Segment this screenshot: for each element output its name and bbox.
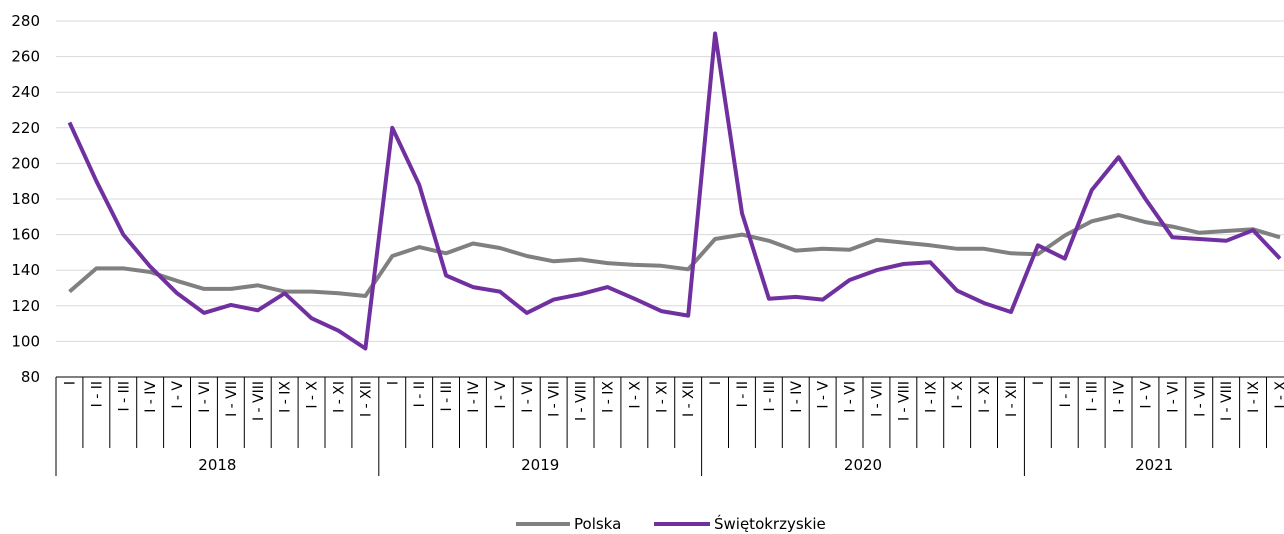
year-label: 2018 (198, 456, 236, 474)
month-label: I - IV (143, 381, 159, 413)
month-label: I - V (816, 381, 832, 409)
month-label: I - II (412, 381, 428, 407)
month-label: I - VIII (1219, 381, 1235, 421)
y-tick-label: 220 (11, 119, 40, 137)
y-tick-label: 160 (11, 226, 40, 244)
series-lines (67, 31, 1282, 351)
month-label: I - VI (843, 381, 859, 413)
month-label: I - II (89, 381, 105, 407)
month-label: I - XI (654, 381, 670, 413)
month-label: I - VIII (251, 381, 267, 421)
y-tick-label: 180 (11, 190, 40, 208)
month-label: I - IV (789, 381, 805, 413)
month-label: I - X (627, 381, 643, 409)
month-label: I - II (735, 381, 751, 407)
month-label: I - VII (1192, 381, 1208, 417)
month-label: I - III (1085, 381, 1101, 411)
month-label: I - XII (681, 381, 697, 417)
month-label: I - III (762, 381, 778, 411)
year-label: 2020 (844, 456, 882, 474)
legend: Polska Świętokrzyskie (516, 514, 826, 533)
month-label: I - VIII (574, 381, 590, 421)
y-tick-label: 280 (11, 12, 40, 30)
gridlines (56, 20, 1284, 378)
year-label: 2019 (521, 456, 559, 474)
month-label: I - IX (1246, 381, 1262, 413)
month-label: I - III (439, 381, 455, 411)
year-label: 2021 (1135, 456, 1173, 474)
y-axis-ticks: 80 100 120 140 160 180 200 220 240 260 280 (11, 12, 40, 386)
series-line (67, 31, 1282, 351)
legend-label: Polska (574, 515, 621, 533)
month-label: I (62, 381, 78, 385)
month-label: I - IV (466, 381, 482, 413)
month-label: I (708, 381, 724, 385)
month-label: I - VI (520, 381, 536, 413)
month-label: I - X (950, 381, 966, 409)
month-label: I - XII (358, 381, 374, 417)
month-label: I - XII (1004, 381, 1020, 417)
month-label: I - V (493, 381, 509, 409)
month-label: I - VI (1165, 381, 1181, 413)
month-label: I (1031, 381, 1047, 385)
month-label: I - V (1138, 381, 1154, 409)
month-label: I (385, 381, 401, 385)
month-label: I - VIII (896, 381, 912, 421)
series-line (68, 213, 1281, 298)
y-tick-label: 240 (11, 83, 40, 101)
month-label: I - IX (600, 381, 616, 413)
legend-label: Świętokrzyskie (714, 514, 826, 533)
month-label: I - XI (977, 381, 993, 413)
month-label: I - VII (547, 381, 563, 417)
month-label: I - VII (224, 381, 240, 417)
month-label: I - II (1058, 381, 1074, 407)
y-tick-label: 120 (11, 297, 40, 315)
month-label: I - V (170, 381, 186, 409)
month-label: I - III (116, 381, 132, 411)
month-label: I - IX (278, 381, 294, 413)
y-tick-label: 80 (21, 368, 40, 386)
y-tick-label: 200 (11, 154, 40, 172)
month-label: I - X (1273, 381, 1284, 409)
y-tick-label: 100 (11, 332, 40, 350)
month-label: I - VII (869, 381, 885, 417)
y-tick-label: 140 (11, 261, 40, 279)
month-label: I - XI (331, 381, 347, 413)
month-label: I - VI (197, 381, 213, 413)
month-label: I - IX (923, 381, 939, 413)
y-tick-label: 260 (11, 48, 40, 66)
month-label: I - X (305, 381, 321, 409)
month-label: I - IV (1112, 381, 1128, 413)
